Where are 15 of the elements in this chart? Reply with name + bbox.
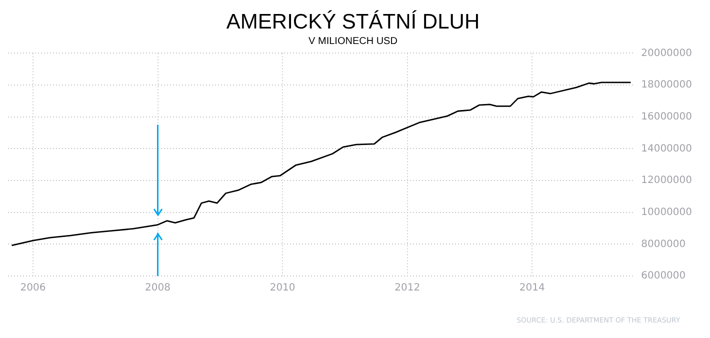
x-tick-label: 2012	[394, 282, 420, 294]
y-tick-label: 6000000	[641, 270, 686, 282]
chart-subtitle: V MILIONECH USD	[308, 36, 398, 47]
y-tick-label: 14000000	[641, 143, 692, 154]
y-tick-label: 20000000	[641, 48, 692, 59]
y-tick-label: 10000000	[641, 206, 692, 218]
x-tick-label: 2006	[20, 282, 46, 294]
y-tick-label: 16000000	[641, 111, 692, 122]
x-tick-label: 2010	[270, 282, 296, 294]
y-tick-label: 8000000	[641, 238, 686, 250]
y-tick-label: 18000000	[641, 80, 692, 91]
y-tick-label: 12000000	[641, 175, 692, 186]
x-tick-label: 2014	[519, 282, 545, 294]
chart-title: AMERICKÝ STÁTNÍ DLUH	[226, 9, 480, 34]
x-tick-label: 2008	[145, 282, 170, 294]
